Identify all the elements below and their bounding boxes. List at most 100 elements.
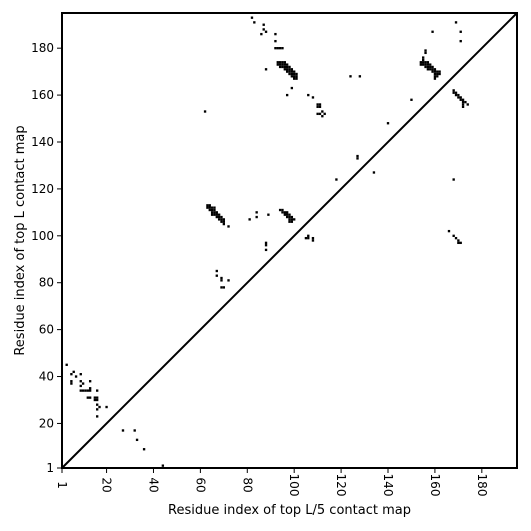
- contact-point: [431, 70, 434, 73]
- contact-point: [457, 93, 460, 97]
- contact-point: [422, 56, 425, 59]
- contact-point: [424, 65, 427, 69]
- contact-point: [452, 234, 455, 237]
- x-tick-label: 180: [475, 474, 489, 497]
- contact-point: [121, 429, 125, 432]
- contact-point: [304, 236, 308, 240]
- contact-point: [285, 70, 289, 73]
- contact-point: [285, 93, 289, 97]
- contact-point: [285, 63, 289, 66]
- contact-point: [215, 274, 218, 277]
- contact-point: [285, 215, 289, 219]
- contact-point: [213, 213, 216, 216]
- contact-point: [356, 157, 359, 160]
- contact-point: [79, 373, 82, 376]
- contact-point: [210, 206, 214, 209]
- contact-point: [426, 65, 430, 69]
- contact-point: [349, 75, 352, 78]
- contact-point: [72, 370, 75, 374]
- contact-point: [281, 63, 284, 66]
- contact-point: [290, 86, 294, 90]
- contact-point: [288, 213, 291, 216]
- contact-point: [264, 241, 268, 245]
- contact-point: [220, 218, 223, 221]
- contact-point: [222, 286, 226, 289]
- contact-point: [452, 178, 455, 181]
- contact-point: [283, 65, 286, 69]
- contact-point: [208, 208, 211, 212]
- contact-point: [290, 220, 294, 223]
- x-tick-label: 120: [334, 474, 348, 497]
- contact-point: [222, 220, 226, 223]
- contact-point: [213, 211, 216, 214]
- contact-point: [295, 72, 298, 76]
- contact-point: [464, 100, 467, 104]
- contact-point: [248, 218, 251, 221]
- contact-point: [217, 218, 221, 221]
- contact-point: [283, 211, 286, 214]
- contact-point: [88, 389, 92, 392]
- contact-markers: [65, 16, 469, 467]
- contact-point: [255, 211, 258, 214]
- contact-point: [213, 206, 216, 209]
- contact-point: [262, 23, 265, 26]
- contact-point: [321, 115, 324, 118]
- contact-point: [288, 215, 291, 219]
- contact-point: [429, 65, 432, 69]
- contact-point: [215, 211, 218, 214]
- contact-point: [422, 58, 425, 62]
- contact-point: [410, 98, 413, 101]
- contact-point: [290, 215, 294, 219]
- contact-point: [88, 380, 92, 383]
- contact-point: [288, 65, 291, 69]
- contact-point: [283, 68, 286, 71]
- contact-point: [316, 103, 319, 106]
- contact-point: [290, 218, 294, 221]
- contact-point: [293, 218, 296, 221]
- y-tick-label: 160: [31, 88, 54, 102]
- contact-point: [433, 70, 437, 73]
- contact-point: [86, 396, 89, 399]
- contact-point: [454, 91, 458, 94]
- contact-point: [424, 49, 427, 52]
- contact-point: [293, 72, 296, 76]
- contact-point: [283, 213, 286, 216]
- contact-point: [454, 21, 458, 24]
- contact-point: [283, 63, 286, 66]
- contact-point: [422, 61, 425, 64]
- contact-point: [426, 61, 430, 64]
- contact-point: [281, 61, 284, 64]
- contact-point: [220, 215, 223, 219]
- contact-point: [281, 65, 284, 69]
- y-tick-label: 40: [39, 370, 54, 384]
- contact-point: [281, 211, 284, 214]
- contact-point: [264, 248, 268, 252]
- contact-point: [278, 47, 282, 50]
- contact-point: [79, 384, 82, 388]
- contact-point: [285, 213, 289, 216]
- contact-point: [260, 32, 263, 36]
- contact-point: [220, 220, 223, 223]
- x-tick-label: 80: [240, 477, 254, 492]
- contact-point: [98, 405, 101, 409]
- contact-point: [208, 206, 211, 209]
- contact-point: [424, 51, 427, 55]
- contact-point: [318, 103, 322, 106]
- x-tick-label: 100: [287, 474, 301, 497]
- contact-point: [452, 91, 455, 94]
- plot-frame: [61, 12, 518, 469]
- contact-point: [316, 112, 319, 116]
- contact-point: [203, 110, 207, 113]
- contact-point: [213, 208, 216, 212]
- contact-point: [461, 100, 465, 104]
- contact-point: [447, 229, 451, 233]
- contact-point: [335, 178, 338, 181]
- contact-point: [278, 208, 282, 212]
- x-tick-label: 20: [100, 477, 114, 492]
- contact-point: [316, 105, 319, 108]
- contact-point: [426, 63, 430, 66]
- contact-point: [93, 396, 97, 399]
- x-tick-label: 1: [55, 481, 69, 489]
